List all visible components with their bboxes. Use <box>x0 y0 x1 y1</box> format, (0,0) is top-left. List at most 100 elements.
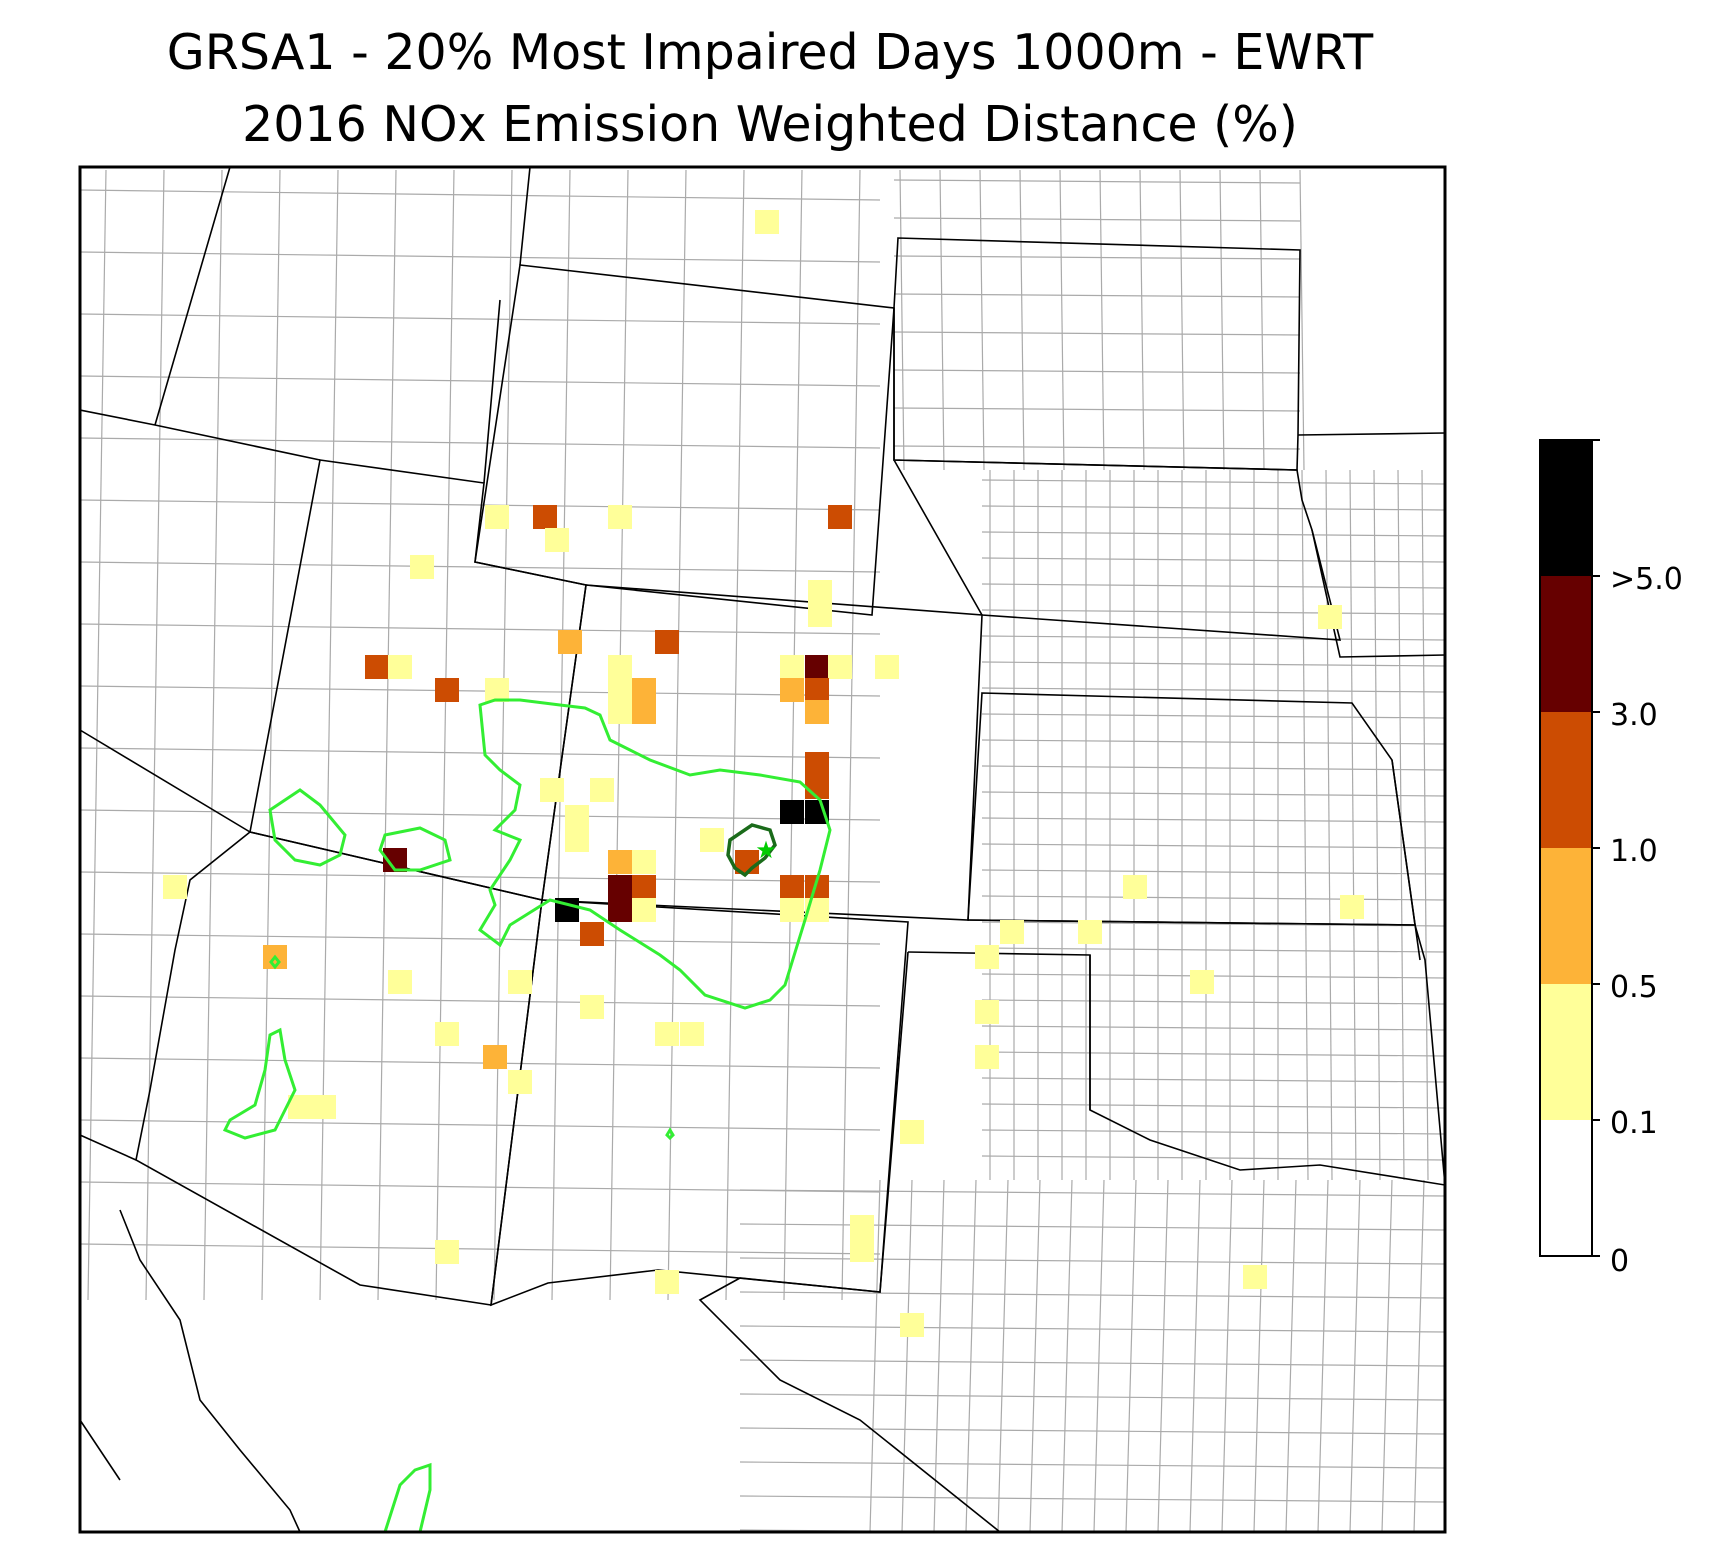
emission-cells <box>163 210 1364 1337</box>
emission-cell <box>608 850 632 874</box>
colorbar-swatch <box>1540 1120 1592 1256</box>
county-line <box>893 255 1301 260</box>
colorbar-tick-label: 0.1 <box>1610 1106 1658 1141</box>
emission-cell <box>1340 895 1364 919</box>
emission-cell <box>780 678 804 702</box>
county-line <box>981 531 1445 537</box>
emission-cell <box>608 898 632 922</box>
county-line <box>933 1179 945 1532</box>
emission-cell <box>485 505 509 529</box>
county-line <box>939 169 945 471</box>
emission-cell <box>755 210 779 234</box>
county-line <box>1157 1179 1169 1532</box>
map-title-line-1: GRSA1 - 20% Most Impaired Days 1000m - E… <box>166 24 1374 81</box>
emission-cell <box>655 1022 679 1046</box>
emission-cell <box>1078 920 1102 944</box>
emission-cell <box>850 1215 874 1239</box>
colorbar-tick-label: 0 <box>1610 1244 1630 1279</box>
contour-small-1 <box>378 826 452 872</box>
emission-cell <box>808 580 832 604</box>
emission-cell <box>608 700 632 724</box>
emission-cell <box>483 1045 507 1069</box>
county-line <box>739 1189 1445 1197</box>
contour-utah <box>268 788 347 867</box>
county-line <box>1061 1179 1073 1532</box>
county-line <box>783 169 803 1301</box>
county-line <box>869 1179 881 1532</box>
county-line <box>435 169 455 1301</box>
county-line <box>981 895 1445 901</box>
emission-cell <box>805 775 829 799</box>
emission-cell <box>1000 920 1024 944</box>
county-line <box>1301 469 1309 1181</box>
emission-cell <box>1190 970 1214 994</box>
state-border-missouri <box>1391 759 1421 961</box>
colorbar <box>1539 439 1600 1257</box>
emission-cell <box>558 630 582 654</box>
county-line <box>981 583 1445 589</box>
county-line <box>979 169 985 471</box>
county-boundaries <box>80 169 1445 1532</box>
emission-cell <box>508 1070 532 1094</box>
emission-cell <box>1123 875 1147 899</box>
county-line <box>80 313 881 325</box>
emission-cell <box>540 778 564 802</box>
county-line <box>893 179 1301 184</box>
county-line <box>80 871 881 883</box>
county-line <box>1317 1179 1329 1532</box>
contour-dot-1 <box>269 954 281 970</box>
emission-cell <box>312 1095 336 1119</box>
county-line <box>80 437 881 449</box>
emission-cell <box>590 778 614 802</box>
county-line <box>841 169 861 1301</box>
emission-cell <box>975 1045 999 1069</box>
county-line <box>493 169 513 1301</box>
county-line <box>1285 1179 1297 1532</box>
county-line <box>893 217 1301 222</box>
county-line <box>901 1179 913 1532</box>
emission-cell <box>608 655 632 679</box>
county-line <box>981 505 1445 511</box>
county-line <box>981 479 1445 485</box>
county-line <box>981 1103 1445 1109</box>
county-line <box>80 809 881 821</box>
emission-cell <box>388 655 412 679</box>
county-line <box>981 1077 1445 1083</box>
county-line <box>80 623 881 635</box>
emission-cell <box>565 805 589 829</box>
county-line <box>1259 169 1265 471</box>
county-line <box>739 1325 1445 1333</box>
emission-cell <box>580 995 604 1019</box>
colorbar-tick-label: 3.0 <box>1610 698 1658 733</box>
map-title-line-2: 2016 NOx Emission Weighted Distance (%) <box>242 96 1298 153</box>
emission-cell <box>565 828 589 852</box>
county-line <box>80 1243 881 1255</box>
emission-cell <box>975 945 999 969</box>
emission-cell <box>608 505 632 529</box>
county-line <box>1413 1179 1425 1532</box>
emission-cell <box>900 1313 924 1337</box>
county-line <box>725 169 745 1301</box>
emission-cell <box>580 922 604 946</box>
county-line <box>739 1359 1445 1367</box>
emission-cell <box>780 875 804 899</box>
county-line <box>80 1057 881 1069</box>
emission-cell <box>655 1270 679 1294</box>
county-line <box>1019 169 1025 471</box>
emission-cell <box>365 655 389 679</box>
emission-cell <box>805 655 829 679</box>
state-border-nevada <box>80 729 251 1161</box>
contour-south <box>383 1462 432 1532</box>
county-line <box>80 933 881 945</box>
county-line <box>981 609 1445 615</box>
county-line <box>80 1119 881 1131</box>
coastline-baja <box>80 1209 301 1532</box>
county-line <box>981 791 1445 797</box>
contour-dot-2 <box>665 1127 675 1141</box>
county-line <box>261 169 281 1301</box>
emission-cell <box>805 700 829 724</box>
emission-cell <box>850 1238 874 1262</box>
emission-cell <box>485 678 509 702</box>
county-line <box>739 1291 1445 1299</box>
county-line <box>1381 1179 1393 1532</box>
